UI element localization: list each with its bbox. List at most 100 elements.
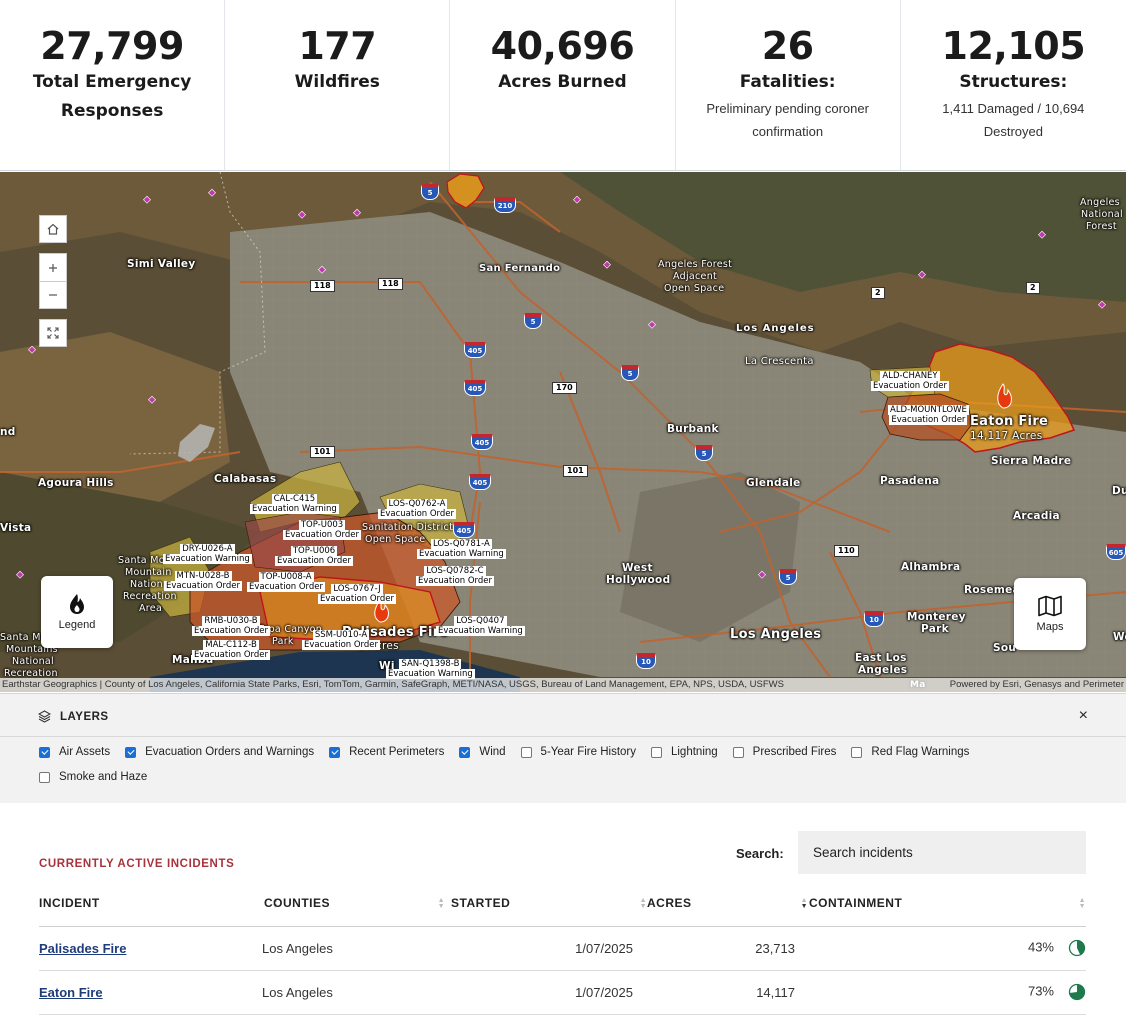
attribution-right[interactable]: Powered by Esri, Genasys and Perimeter [949, 679, 1124, 690]
map-label: Angeles Forest [658, 259, 733, 270]
map-label: Arcadia [1013, 510, 1060, 522]
interstate-shield: 405 [469, 474, 491, 490]
map-label: West [622, 562, 653, 574]
maps-label: Maps [1036, 621, 1064, 633]
interstate-shield: 405 [464, 342, 486, 358]
sort-icon[interactable]: ▲ ▼ [639, 897, 647, 910]
layer-label: Wind [479, 746, 506, 758]
checkbox[interactable] [459, 746, 471, 758]
map-label: Alhambra [901, 561, 961, 573]
checkbox[interactable] [39, 771, 50, 783]
map-label: Park [272, 636, 294, 647]
stat-value: 27,799 [40, 24, 184, 68]
map-label: Open Space [365, 534, 426, 545]
header-containment[interactable]: CONTAINMENT ▲ ▼ [809, 880, 1086, 927]
evac-zone-label[interactable]: MTN-U028-B Evacuation Order [164, 571, 243, 591]
layer-evacuation-orders[interactable]: Evacuation Orders and Warnings [125, 746, 314, 758]
containment-value: 73% [1027, 983, 1054, 999]
zoom-in-button[interactable] [39, 253, 67, 282]
header-counties[interactable]: COUNTIES ▲ ▼ [261, 880, 451, 927]
fullscreen-button[interactable] [39, 319, 67, 347]
table-row: Palisades Fire Los Angeles 1/07/2025 23,… [39, 926, 1086, 971]
evac-zone-label[interactable]: LOS-Q0762-A Evacuation Order [378, 499, 457, 519]
checkbox[interactable] [520, 746, 532, 758]
layer-recent-perimeters[interactable]: Recent Perimeters [329, 746, 444, 758]
layer-label: Red Flag Warnings [871, 746, 970, 758]
header-started[interactable]: STARTED ▲ ▼ [451, 880, 647, 927]
layers-title: LAYERS [60, 711, 109, 723]
evac-zone-label[interactable]: ALD-CHANEY Evacuation Order [871, 371, 950, 391]
eaton-fire-label[interactable]: Eaton Fire [970, 414, 1049, 429]
map-label: Agoura Hills [38, 477, 114, 489]
stat-label: Wildfires [294, 72, 380, 92]
layer-label: Smoke and Haze [59, 771, 148, 783]
layer-smoke-and-haze[interactable]: Smoke and Haze [39, 771, 147, 783]
evac-zone-label[interactable]: SAN-Q1398-B Evacuation Warning [386, 659, 475, 679]
evac-zone-label[interactable]: LOS-0767-J Evacuation Order [318, 584, 397, 604]
map-label: Topa Canyon [258, 624, 323, 635]
palisades-fire-perimeter[interactable] [259, 576, 441, 641]
stat-acres-burned: 40,696 Acres Burned [450, 0, 676, 170]
checkbox[interactable] [39, 746, 50, 758]
checkbox[interactable] [650, 746, 662, 758]
layer-wind[interactable]: Wind [459, 746, 506, 758]
search-input[interactable] [798, 831, 1086, 874]
map-label: Forest [1086, 221, 1117, 232]
evac-zone-label[interactable]: DRY-U026-A Evacuation Warning [163, 544, 252, 564]
evac-zone-label[interactable]: TOP-U006 Evacuation Order [275, 546, 354, 566]
started-cell: 1/07/2025 [451, 970, 647, 1015]
interstate-shield: 10 [636, 653, 656, 669]
search-label: Search: [736, 846, 784, 861]
legend-button[interactable]: Legend [41, 576, 113, 648]
layer-prescribed-fires[interactable]: Prescribed Fires [732, 746, 836, 758]
map-label: Du [1112, 485, 1126, 497]
evac-zone-label[interactable]: TOP-U003 Evacuation Order [283, 520, 362, 540]
incident-link-palisades-fire[interactable]: Palisades Fire [39, 940, 127, 956]
evac-zone-label[interactable]: RMB-U030-B Evacuation Order [192, 616, 271, 636]
palisades-fire-marker[interactable] [374, 599, 389, 623]
header-acres[interactable]: ACRES ▲ ▼ [647, 880, 809, 927]
incident-link-eaton-fire[interactable]: Eaton Fire [39, 984, 103, 1000]
evac-zone-label[interactable]: LOS-Q0781-A Evacuation Warning [417, 539, 506, 559]
evac-zone-label[interactable]: SSM-U010-A Evacuation Order [302, 630, 381, 650]
layer-label: Evacuation Orders and Warnings [145, 746, 315, 758]
evac-zone-label[interactable]: LOS-Q0782-C Evacuation Order [416, 566, 495, 586]
home-icon [47, 223, 59, 235]
layer-air-assets[interactable]: Air Assets [39, 746, 110, 758]
evac-zone-label[interactable]: TOP-U008-A Evacuation Order [247, 572, 326, 592]
home-button[interactable] [39, 215, 67, 243]
zoom-out-button[interactable] [39, 281, 67, 309]
maps-button[interactable]: Maps [1014, 578, 1086, 650]
stat-label: Structures: [959, 72, 1068, 92]
state-route-shield: 118 [310, 280, 335, 292]
sort-icon-active[interactable]: ▲ ▼ [800, 897, 808, 910]
stat-label: Fatalities: [739, 72, 836, 92]
checkbox[interactable] [125, 746, 137, 758]
map-label: East Los [855, 652, 907, 664]
layer-red-flag-warnings[interactable]: Red Flag Warnings [851, 746, 969, 758]
evac-zone-label[interactable]: MAL-C112-B Evacuation Order [192, 640, 271, 660]
interstate-shield: 5 [421, 184, 439, 200]
evac-zone-label[interactable]: CAL-C415 Evacuation Warning [250, 494, 339, 514]
interstate-shield: 5 [779, 569, 797, 585]
northern-fire-perimeter[interactable] [446, 173, 485, 209]
layer-lightning[interactable]: Lightning [650, 746, 718, 758]
header-incident[interactable]: INCIDENT ▲ ▼ [39, 880, 278, 927]
sort-icon[interactable]: ▲ ▼ [1078, 897, 1086, 910]
checkbox[interactable] [329, 746, 341, 758]
layer-5-year-fire-history[interactable]: 5-Year Fire History [520, 746, 636, 758]
containment-pie-slice [1069, 984, 1085, 1000]
map-label: We [1113, 631, 1126, 643]
checkbox[interactable] [851, 746, 863, 758]
stat-value: 12,105 [941, 24, 1086, 68]
incident-map[interactable]: Simi Valley San Fernando Angeles Forest … [0, 172, 1126, 692]
checkbox[interactable] [732, 746, 744, 758]
evac-zone-label[interactable]: ALD-MOUNTLOWE Evacuation Order [888, 405, 969, 425]
close-layers-button[interactable]: × [1078, 707, 1088, 724]
map-label: Open Space [664, 283, 725, 294]
flame-icon [70, 594, 84, 614]
eaton-fire-marker[interactable] [997, 383, 1012, 409]
sort-icon[interactable]: ▲ ▼ [437, 897, 445, 910]
map-label: Burbank [667, 423, 719, 435]
evac-zone-label[interactable]: LOS-Q0407 Evacuation Warning [436, 616, 525, 636]
